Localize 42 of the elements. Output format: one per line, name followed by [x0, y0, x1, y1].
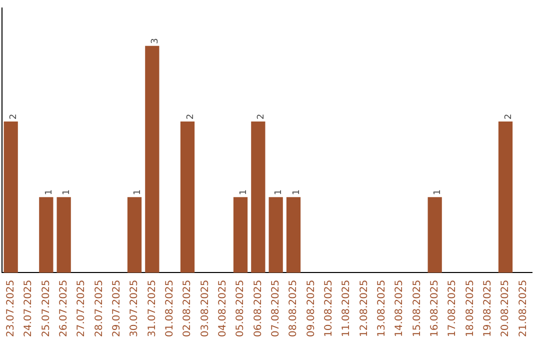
data-label: 2 — [186, 114, 196, 120]
x-tick-label: 27.07.2025 — [76, 280, 88, 338]
x-tick-label: 17.08.2025 — [447, 280, 458, 338]
x-tick-label: 23.07.2025 — [5, 280, 16, 338]
x-tick-label: 28.07.2025 — [94, 280, 105, 338]
data-label: 3 — [150, 38, 161, 44]
x-tick-label: 31.07.2025 — [146, 280, 158, 338]
x-tick-label: 24.07.2025 — [23, 280, 34, 338]
x-tick-label: 13.08.2025 — [376, 280, 388, 338]
x-tick-label: 15.08.2025 — [412, 280, 423, 338]
x-tick-label: 03.08.2025 — [200, 280, 211, 338]
x-tick-label: 09.08.2025 — [306, 280, 317, 338]
data-label: 1 — [292, 189, 302, 196]
x-tick-label: 06.08.2025 — [252, 280, 264, 338]
data-label: 2 — [256, 114, 267, 120]
x-tick-label: 07.08.2025 — [270, 280, 282, 338]
data-label: 1 — [433, 189, 444, 196]
x-tick-label: 19.08.2025 — [482, 280, 494, 338]
data-label: 2 — [504, 114, 514, 120]
x-tick-label: 20.08.2025 — [500, 280, 512, 338]
data-label: 1 — [274, 189, 284, 196]
data-label: 1 — [62, 189, 72, 196]
x-tick-label: 25.07.2025 — [40, 280, 52, 338]
x-tick-label: 29.07.2025 — [111, 280, 122, 338]
x-tick-label: 14.08.2025 — [394, 280, 406, 338]
data-label: 1 — [238, 189, 249, 196]
x-tick-label: 30.07.2025 — [129, 280, 140, 338]
x-tick-label: 26.07.2025 — [58, 280, 70, 338]
x-tick-label: 16.08.2025 — [429, 280, 440, 338]
x-tick-label: 11.08.2025 — [341, 280, 352, 338]
data-label: 1 — [132, 189, 143, 196]
x-tick-label: 01.08.2025 — [164, 280, 176, 338]
x-tick-label: 04.08.2025 — [217, 280, 228, 338]
data-label: 1 — [44, 189, 55, 196]
x-tick-label: 12.08.2025 — [358, 280, 370, 338]
x-tick-label: 02.08.2025 — [182, 280, 194, 338]
x-tick-label: 21.08.2025 — [518, 280, 529, 338]
x-tick-label: 08.08.2025 — [288, 280, 300, 338]
data-label: 2 — [9, 114, 20, 120]
x-tick-label: 18.08.2025 — [464, 280, 476, 338]
x-tick-label: 10.08.2025 — [323, 280, 334, 338]
x-tick-label: 05.08.2025 — [235, 280, 246, 338]
